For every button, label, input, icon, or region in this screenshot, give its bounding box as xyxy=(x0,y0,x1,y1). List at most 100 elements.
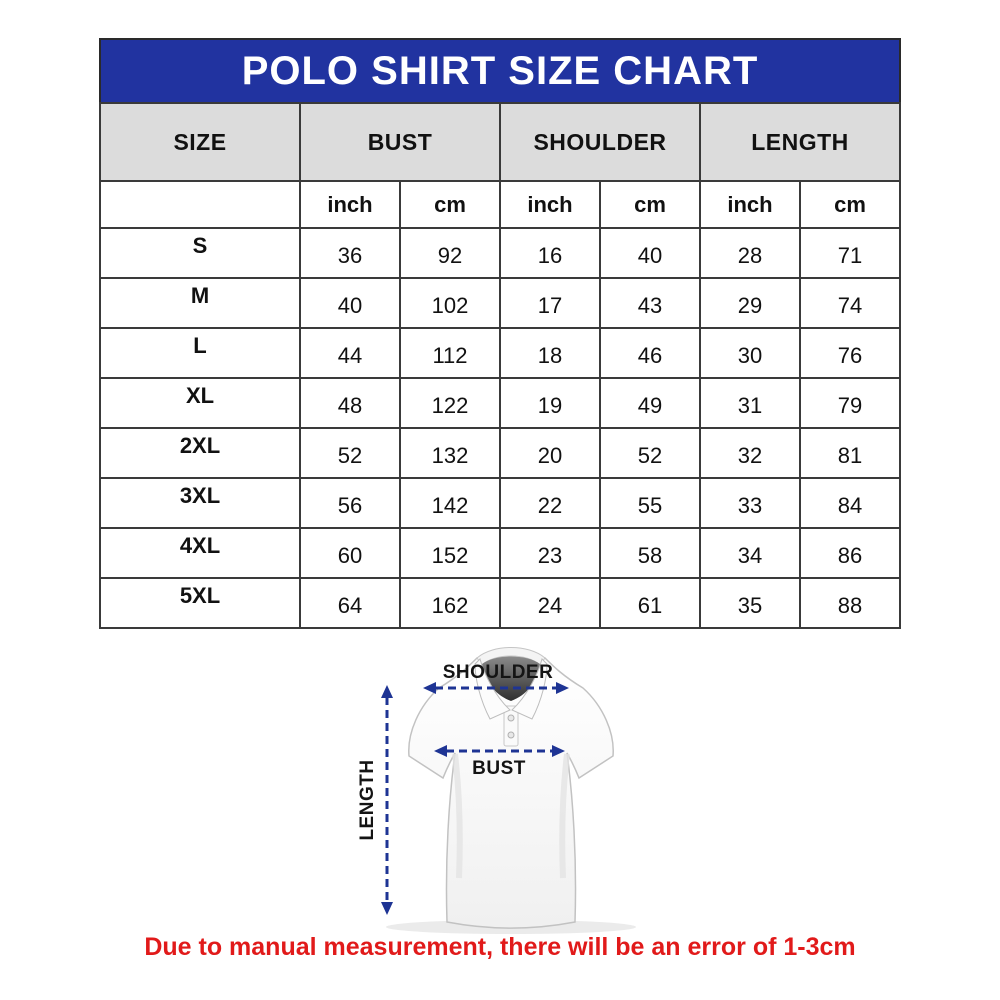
measurement-value-cell: 102 xyxy=(399,277,501,329)
measurement-value: 24 xyxy=(537,593,563,618)
measurement-value-cell: 18 xyxy=(499,327,601,379)
measurement-value: 32 xyxy=(737,443,763,468)
size-label-cell: 4XL xyxy=(99,527,301,579)
measurement-value: 71 xyxy=(837,243,863,268)
arrowhead-icon xyxy=(552,745,565,757)
measurement-value: 35 xyxy=(737,593,763,618)
measurement-value: 64 xyxy=(337,593,363,618)
unit-header-row: inch cm inch cm inch cm xyxy=(99,180,901,229)
measurement-value-cell: 88 xyxy=(799,577,901,629)
size-label-cell: S xyxy=(99,227,301,279)
unit-header-empty xyxy=(99,180,301,229)
unit-header-4: inch xyxy=(699,180,801,229)
measurement-value: 28 xyxy=(737,243,763,268)
measurement-value-cell: 29 xyxy=(699,277,801,329)
size-row-5xl: 5XL 64 162 24 61 35 88 xyxy=(99,577,901,629)
unit-header-2: inch xyxy=(499,180,601,229)
measurement-value: 30 xyxy=(737,343,763,368)
measurement-value-cell: 162 xyxy=(399,577,501,629)
measurement-value-cell: 86 xyxy=(799,527,901,579)
measurement-value-cell: 40 xyxy=(299,277,401,329)
measurement-value-cell: 81 xyxy=(799,427,901,479)
measurement-value-cell: 55 xyxy=(599,477,701,529)
size-label: M xyxy=(190,283,210,308)
size-label-cell: XL xyxy=(99,377,301,429)
measurement-value: 52 xyxy=(337,443,363,468)
placket-button xyxy=(507,731,515,739)
shoulder-label: SHOULDER xyxy=(443,662,554,683)
size-row-m: M 40 102 17 43 29 74 xyxy=(99,277,901,329)
measurement-value-cell: 48 xyxy=(299,377,401,429)
placket-button xyxy=(507,714,515,722)
measurement-value: 61 xyxy=(637,593,663,618)
measurement-value: 55 xyxy=(637,493,663,518)
measurement-value: 36 xyxy=(337,243,363,268)
measurement-value-cell: 28 xyxy=(699,227,801,279)
measurement-value: 20 xyxy=(537,443,563,468)
measurement-value: 74 xyxy=(837,293,863,318)
size-label-cell: M xyxy=(99,277,301,329)
group-header-row: SIZE BUST SHOULDER LENGTH xyxy=(99,102,901,182)
measurement-value-cell: 20 xyxy=(499,427,601,479)
measurement-value: 58 xyxy=(637,543,663,568)
unit-header-3: cm xyxy=(599,180,701,229)
measurement-value: 48 xyxy=(337,393,363,418)
measurement-value-cell: 43 xyxy=(599,277,701,329)
measurement-value: 60 xyxy=(337,543,363,568)
measurement-value: 22 xyxy=(537,493,563,518)
length-label: LENGTH xyxy=(357,759,378,840)
measurement-value-cell: 79 xyxy=(799,377,901,429)
measurement-value: 56 xyxy=(337,493,363,518)
measurement-value: 81 xyxy=(837,443,863,468)
measurement-value-cell: 60 xyxy=(299,527,401,579)
measurement-value: 49 xyxy=(637,393,663,418)
button-placket xyxy=(503,705,519,747)
measurement-value-cell: 71 xyxy=(799,227,901,279)
measurement-value-cell: 152 xyxy=(399,527,501,579)
measurement-value-cell: 61 xyxy=(599,577,701,629)
measurement-value-cell: 23 xyxy=(499,527,601,579)
size-label: S xyxy=(192,233,208,258)
neck-opening xyxy=(482,656,540,701)
measurement-value: 102 xyxy=(431,293,469,318)
size-row-4xl: 4XL 60 152 23 58 34 86 xyxy=(99,527,901,579)
measurement-value-cell: 34 xyxy=(699,527,801,579)
arrowhead-icon xyxy=(381,902,393,915)
measurement-value: 33 xyxy=(737,493,763,518)
measurement-value-cell: 132 xyxy=(399,427,501,479)
arrowhead-icon xyxy=(434,745,447,757)
measurement-value-cell: 31 xyxy=(699,377,801,429)
bust-label: BUST xyxy=(472,758,526,779)
measurement-value-cell: 92 xyxy=(399,227,501,279)
size-label: XL xyxy=(185,383,215,408)
measurement-value: 31 xyxy=(737,393,763,418)
measurement-value: 19 xyxy=(537,393,563,418)
measurement-value: 92 xyxy=(437,243,463,268)
measurement-value-cell: 16 xyxy=(499,227,601,279)
polo-shirt-illustration: SHOULDER BUST LENGTH xyxy=(357,647,636,934)
chart-title: POLO SHIRT SIZE CHART xyxy=(241,48,759,93)
measurement-value-cell: 33 xyxy=(699,477,801,529)
measurement-value: 79 xyxy=(837,393,863,418)
measurement-value: 16 xyxy=(537,243,563,268)
measurement-value: 43 xyxy=(637,293,663,318)
size-label: 2XL xyxy=(179,433,221,458)
arrowhead-icon xyxy=(381,685,393,698)
size-label: 3XL xyxy=(179,483,221,508)
measurement-value: 52 xyxy=(637,443,663,468)
measurement-value: 44 xyxy=(337,343,363,368)
measurement-value-cell: 22 xyxy=(499,477,601,529)
size-row-2xl: 2XL 52 132 20 52 32 81 xyxy=(99,427,901,479)
size-row-xl: XL 48 122 19 49 31 79 xyxy=(99,377,901,429)
measurement-value-cell: 84 xyxy=(799,477,901,529)
size-row-l: L 44 112 18 46 30 76 xyxy=(99,327,901,379)
column-group-shoulder: SHOULDER xyxy=(499,102,701,182)
size-label: L xyxy=(193,333,207,358)
measurement-value: 84 xyxy=(837,493,863,518)
measurement-value-cell: 44 xyxy=(299,327,401,379)
measurement-value: 29 xyxy=(737,293,763,318)
measurement-value-cell: 76 xyxy=(799,327,901,379)
size-label-cell: L xyxy=(99,327,301,379)
size-label-cell: 5XL xyxy=(99,577,301,629)
